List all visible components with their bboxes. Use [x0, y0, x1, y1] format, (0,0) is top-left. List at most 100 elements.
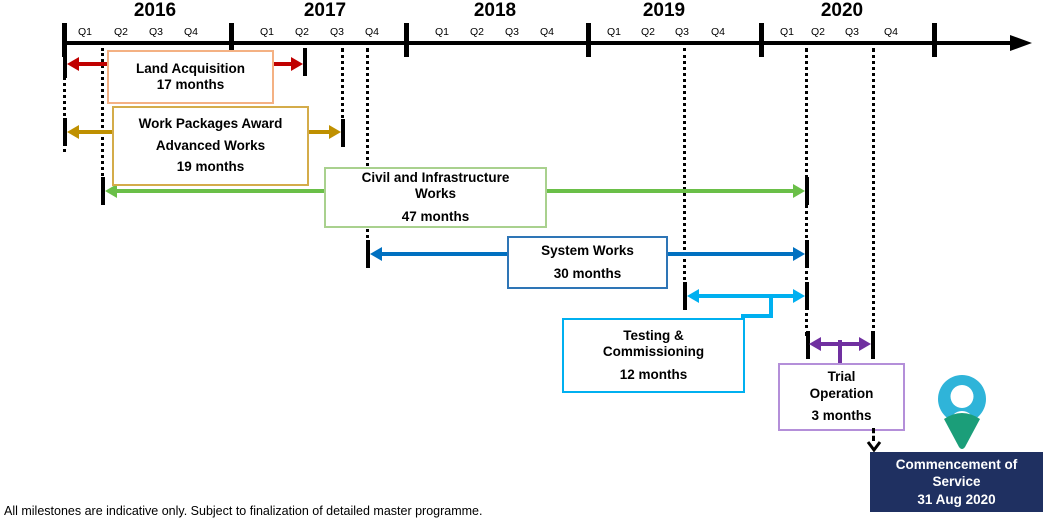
axis-line	[62, 41, 1012, 45]
civil-works-box: Civil and Infrastructure Works 47 months	[324, 167, 547, 228]
quarter-label-2020-q1: Q1	[779, 26, 794, 38]
phase-name: Commissioning	[602, 344, 705, 360]
location-pin-icon	[938, 375, 986, 449]
year-label-2019: 2019	[642, 0, 686, 21]
milestone-title: Commencement of	[895, 456, 1018, 472]
arrow-left-head-icon	[370, 247, 382, 261]
milestone-title: Service	[932, 474, 981, 490]
phase-name: System Works	[541, 243, 634, 259]
quarter-label-2019-q2: Q2	[640, 26, 655, 38]
phase-name: Civil and Infrastructure	[361, 169, 510, 185]
axis-major-tick	[759, 23, 764, 57]
quarter-label-2017-q1: Q1	[259, 26, 274, 38]
trial-operation-box: Trial Operation 3 months	[778, 363, 905, 431]
system-works-box: System Works 30 months	[507, 236, 668, 289]
quarter-label-2020-q3: Q3	[844, 26, 859, 38]
axis-major-tick	[404, 23, 409, 57]
dotted-guide-line	[683, 48, 686, 292]
arrow-shaft	[696, 294, 796, 298]
arrow-end-tick	[871, 331, 875, 359]
quarter-label-2019-q4: Q4	[710, 26, 725, 38]
dotted-guide-line	[872, 48, 875, 336]
footnote-text: All milestones are indicative only. Subj…	[4, 504, 483, 518]
milestone-down-arrow-icon	[866, 441, 882, 452]
land-acquisition-box: Land Acquisition 17 months	[107, 50, 274, 104]
quarter-label-2018-q2: Q2	[469, 26, 484, 38]
commencement-of-service-box: Commencement of Service 31 Aug 2020	[870, 452, 1043, 512]
arrow-end-tick	[683, 282, 687, 310]
year-label-2020: 2020	[820, 0, 864, 21]
milestone-dashed-line	[872, 428, 875, 441]
dotted-guide-line	[63, 48, 66, 152]
testing-connector-vertical	[769, 297, 773, 318]
testing-commissioning-arrow	[687, 289, 805, 303]
axis-major-tick	[586, 23, 591, 57]
phase-duration: 19 months	[176, 159, 245, 175]
arrow-left-head-icon	[67, 57, 79, 71]
quarter-label-2018-q4: Q4	[539, 26, 554, 38]
phase-name: Land Acquisition	[136, 60, 245, 76]
quarter-label-2019-q1: Q1	[606, 26, 621, 38]
phase-duration: 12 months	[619, 366, 688, 382]
work-packages-box: Work Packages Award Advanced Works 19 mo…	[112, 106, 309, 186]
year-label-2018: 2018	[473, 0, 517, 21]
testing-commissioning-box: Testing & Commissioning 12 months	[562, 318, 745, 393]
arrow-end-tick	[63, 118, 67, 146]
milestone-date: 31 Aug 2020	[917, 491, 996, 507]
quarter-label-2018-q1: Q1	[434, 26, 449, 38]
arrow-right-head-icon	[793, 247, 805, 261]
arrow-left-head-icon	[687, 289, 699, 303]
arrow-right-head-icon	[793, 184, 805, 198]
quarter-label-2020-q2: Q2	[810, 26, 825, 38]
arrow-end-tick	[366, 240, 370, 268]
axis-major-tick	[229, 23, 234, 57]
dotted-guide-line	[341, 48, 344, 126]
arrow-left-head-icon	[809, 337, 821, 351]
year-label-2017: 2017	[303, 0, 347, 21]
arrow-end-tick	[805, 240, 809, 268]
arrow-end-tick	[101, 177, 105, 205]
phase-duration: 47 months	[401, 208, 470, 224]
quarter-label-2017-q3: Q3	[329, 26, 344, 38]
quarter-label-2016-q3: Q3	[148, 26, 163, 38]
arrow-end-tick	[806, 331, 810, 359]
arrow-end-tick	[341, 119, 345, 147]
quarter-label-2017-q2: Q2	[294, 26, 309, 38]
quarter-label-2020-q4: Q4	[883, 26, 898, 38]
quarter-label-2019-q3: Q3	[674, 26, 689, 38]
arrow-end-tick	[805, 177, 809, 205]
phase-name: Testing &	[623, 327, 684, 343]
phase-name: Trial	[827, 369, 856, 385]
phase-duration: 3 months	[811, 408, 872, 424]
arrow-left-head-icon	[105, 184, 117, 198]
arrow-right-head-icon	[329, 125, 341, 139]
arrow-right-head-icon	[291, 57, 303, 71]
phase-name: Work Packages Award	[138, 116, 283, 132]
year-label-2016: 2016	[133, 0, 177, 21]
quarter-label-2017-q4: Q4	[364, 26, 379, 38]
arrow-left-head-icon	[67, 125, 79, 139]
axis-major-tick	[932, 23, 937, 57]
testing-connector-horizontal	[741, 314, 773, 318]
dotted-guide-line	[366, 48, 369, 252]
dotted-guide-line	[101, 48, 104, 200]
arrow-end-tick	[303, 48, 307, 76]
quarter-label-2018-q3: Q3	[504, 26, 519, 38]
pin-point	[944, 413, 980, 449]
arrow-right-head-icon	[859, 337, 871, 351]
quarter-label-2016-q1: Q1	[77, 26, 92, 38]
phase-name: Advanced Works	[155, 137, 266, 153]
phase-name: Works	[414, 186, 456, 202]
phase-duration: 30 months	[553, 265, 622, 281]
quarter-label-2016-q2: Q2	[113, 26, 128, 38]
phase-name: Operation	[809, 385, 874, 401]
pin-ring-hole	[950, 385, 974, 408]
phase-duration: 17 months	[156, 77, 225, 92]
arrow-end-tick	[805, 282, 809, 310]
quarter-label-2016-q4: Q4	[183, 26, 198, 38]
axis-major-tick	[62, 23, 67, 57]
axis-arrowhead-icon	[1010, 35, 1032, 51]
arrow-end-tick	[63, 50, 67, 78]
trial-connector-vertical	[838, 340, 842, 363]
